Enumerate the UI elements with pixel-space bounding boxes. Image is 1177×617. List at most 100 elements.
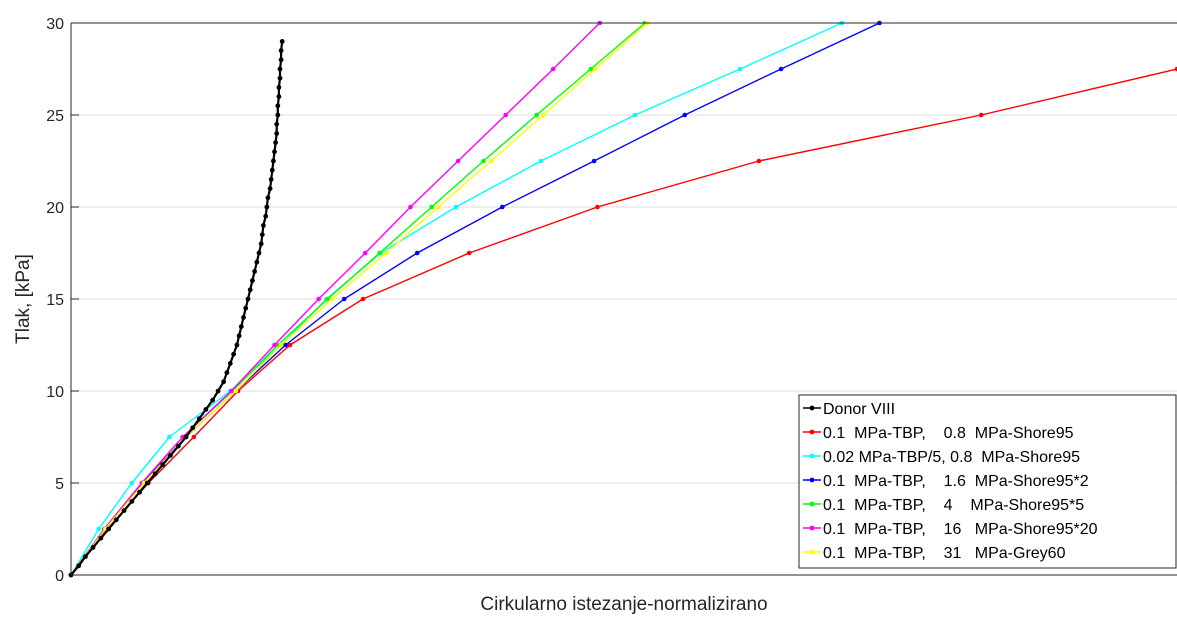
data-point bbox=[414, 250, 420, 256]
data-point bbox=[541, 112, 546, 118]
y-axis-label: Tlak, [kPa] bbox=[13, 254, 34, 344]
legend-swatch-marker bbox=[809, 453, 815, 459]
legend-swatch-marker bbox=[809, 405, 815, 411]
legend-entry-label: 0.02 MPa-TBP/5, 0.8 MPa-Shore95 bbox=[823, 449, 1080, 466]
data-point bbox=[238, 324, 244, 329]
data-point bbox=[263, 213, 269, 219]
data-point bbox=[113, 517, 119, 523]
data-point bbox=[233, 388, 239, 394]
data-point bbox=[329, 296, 335, 302]
data-point bbox=[160, 462, 166, 467]
data-point bbox=[737, 66, 743, 72]
data-point bbox=[274, 121, 280, 127]
data-point bbox=[362, 250, 368, 256]
data-point bbox=[196, 416, 202, 421]
data-point bbox=[278, 57, 284, 63]
data-point bbox=[341, 296, 347, 302]
data-point bbox=[276, 85, 282, 90]
data-point bbox=[550, 66, 556, 72]
data-point bbox=[978, 112, 984, 118]
data-point bbox=[203, 407, 209, 412]
data-point bbox=[682, 112, 688, 118]
data-point bbox=[275, 112, 281, 118]
data-point bbox=[252, 269, 257, 274]
data-point bbox=[227, 361, 233, 366]
y-tick-label: 0 bbox=[55, 568, 64, 585]
data-point bbox=[481, 158, 486, 164]
data-point bbox=[144, 480, 150, 486]
data-point bbox=[168, 453, 173, 458]
data-point bbox=[83, 554, 88, 559]
series-group bbox=[68, 39, 285, 578]
legend: Donor VIII 0.1 MPa-TBP, 0.8 MPa-Shore95 0.… bbox=[798, 394, 1177, 569]
data-point bbox=[277, 75, 283, 81]
data-point bbox=[275, 342, 281, 348]
data-point bbox=[500, 204, 505, 210]
legend-entry-label: 0.1 MPa-TBP, 4 MPa-Shore95*5 bbox=[823, 497, 1084, 514]
legend-box bbox=[798, 394, 1177, 569]
data-point bbox=[279, 39, 285, 44]
data-point bbox=[538, 158, 544, 164]
data-point bbox=[76, 563, 82, 569]
data-point bbox=[254, 259, 260, 265]
data-point bbox=[277, 66, 283, 72]
data-point bbox=[274, 131, 280, 136]
data-point bbox=[229, 388, 234, 394]
data-point bbox=[489, 158, 494, 164]
legend-swatch-marker bbox=[809, 477, 815, 483]
data-point bbox=[360, 296, 366, 302]
data-point bbox=[121, 508, 127, 513]
data-point bbox=[167, 434, 172, 440]
data-point bbox=[325, 296, 330, 302]
data-point bbox=[534, 112, 539, 118]
legend-swatch-marker bbox=[809, 501, 815, 507]
data-point bbox=[377, 250, 382, 256]
y-tick-label: 25 bbox=[46, 108, 64, 125]
data-point bbox=[272, 342, 277, 348]
legend-entry-label: 0.1 MPa-TBP, 0.8 MPa-Shore95 bbox=[823, 425, 1074, 442]
data-point bbox=[268, 177, 274, 182]
y-tick-label: 10 bbox=[46, 384, 64, 401]
data-point bbox=[503, 112, 509, 118]
data-point bbox=[264, 204, 270, 210]
data-point bbox=[90, 545, 96, 550]
data-point bbox=[275, 103, 281, 109]
data-point bbox=[258, 241, 264, 247]
y-ticks: 0 5 10 15 20 25 30 bbox=[46, 16, 79, 585]
data-point bbox=[175, 443, 181, 449]
data-point bbox=[137, 489, 143, 495]
data-point bbox=[261, 223, 266, 228]
x-axis-label: Cirkularno istezanje-normalizirano bbox=[480, 594, 767, 615]
data-point bbox=[429, 204, 434, 210]
legend-swatch-marker bbox=[809, 549, 815, 555]
data-point bbox=[96, 526, 101, 532]
legend-entry-label: 0.1 MPa-TBP, 1.6 MPa-Shore95*2 bbox=[823, 473, 1089, 490]
data-point bbox=[778, 66, 784, 72]
data-point bbox=[453, 204, 459, 210]
legend-entry-label: 0.1 MPa-TBP, 31 MPa-Grey60 bbox=[823, 545, 1066, 562]
data-point bbox=[106, 526, 111, 532]
data-point bbox=[316, 296, 322, 302]
data-point bbox=[278, 342, 284, 348]
data-point bbox=[191, 434, 197, 440]
data-point bbox=[287, 342, 293, 348]
data-point bbox=[221, 379, 227, 385]
series-layer bbox=[68, 20, 1177, 578]
data-point bbox=[267, 186, 273, 192]
data-point bbox=[272, 149, 277, 155]
y-tick-label: 20 bbox=[46, 200, 64, 217]
data-point bbox=[129, 499, 135, 504]
data-point bbox=[408, 204, 413, 210]
data-point bbox=[265, 195, 271, 201]
y-tick-label: 15 bbox=[46, 292, 64, 309]
legend-entry-label: 0.1 MPa-TBP, 16 MPa-Shore95*20 bbox=[823, 521, 1098, 538]
data-point bbox=[455, 158, 461, 164]
data-point bbox=[98, 535, 104, 541]
data-point bbox=[271, 158, 276, 164]
data-point bbox=[215, 388, 221, 394]
data-point bbox=[241, 315, 246, 320]
data-point bbox=[383, 250, 389, 256]
data-point bbox=[435, 204, 441, 210]
data-point bbox=[256, 250, 262, 256]
